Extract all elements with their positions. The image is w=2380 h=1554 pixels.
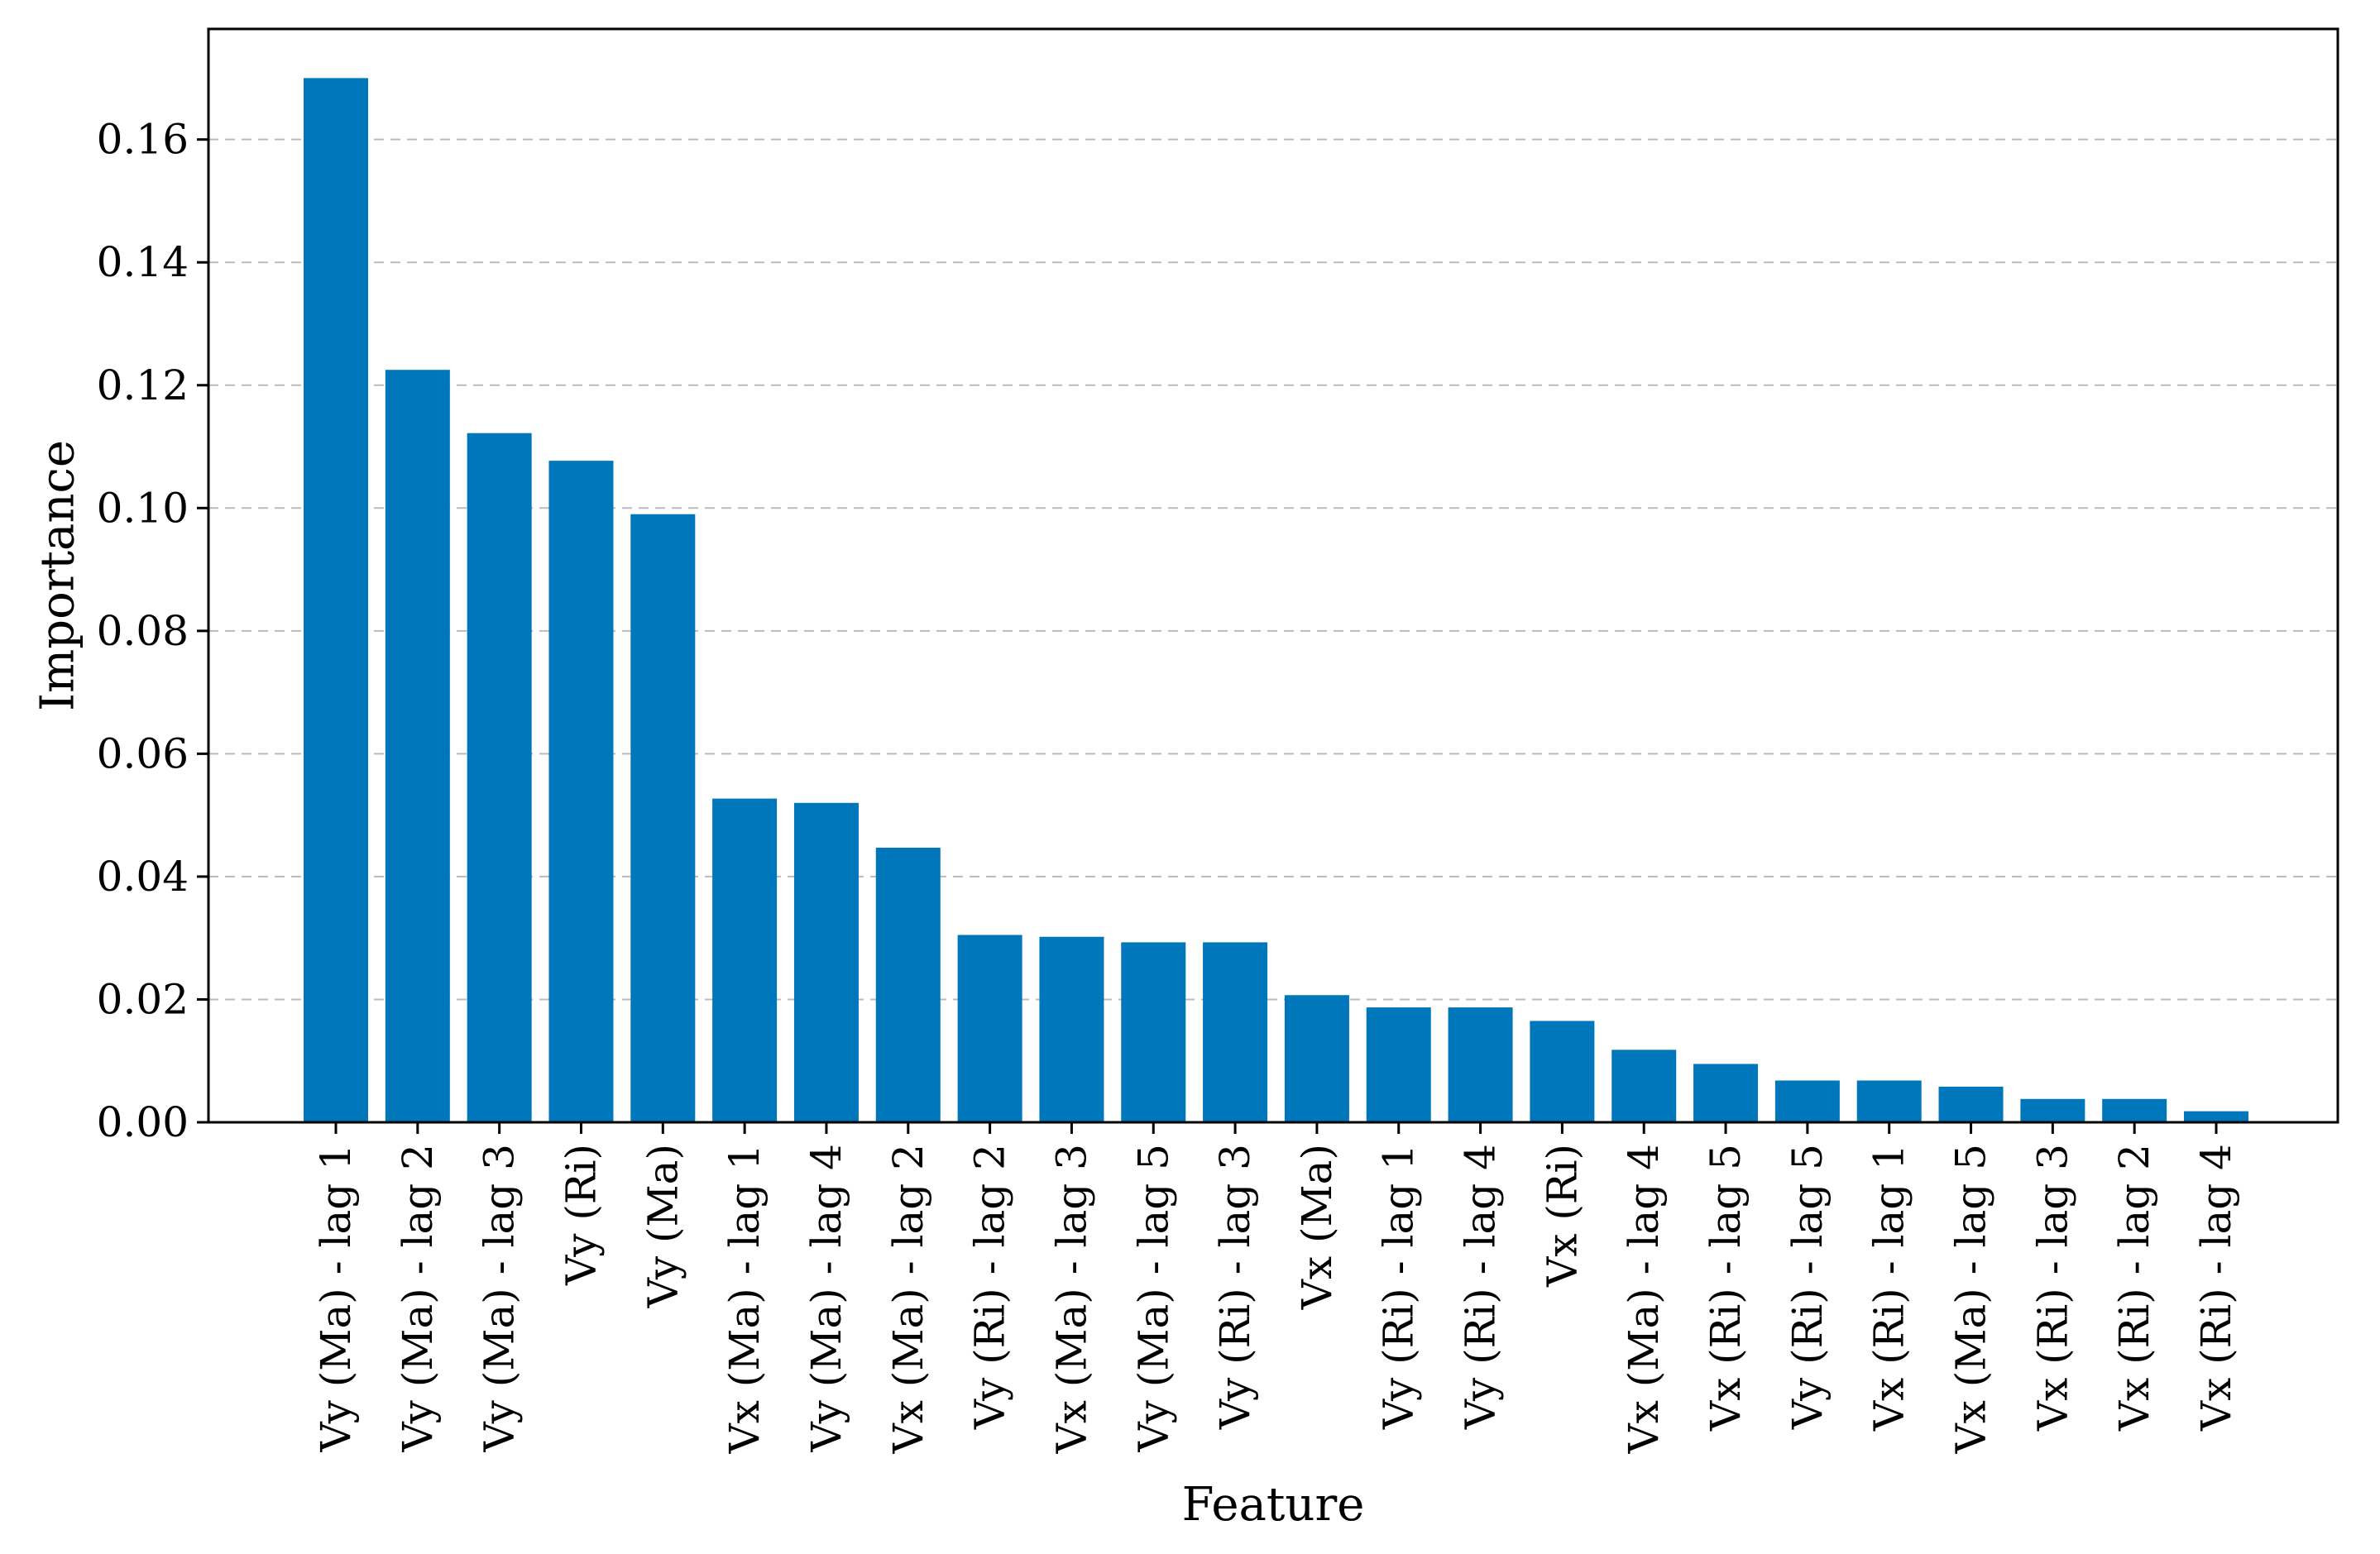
bar	[304, 78, 368, 1122]
bar	[793, 802, 859, 1122]
x-axis-ticks: Vy (Ma) - lag 1 Vy (Ma) - lag 2 Vy (Ma) - …	[312, 1122, 2240, 1454]
bar	[712, 798, 778, 1122]
y-tick-label: 0.12	[97, 361, 189, 409]
x-tick-label: Vy (Ma) - lag 4	[802, 1144, 850, 1452]
bar	[1203, 942, 1268, 1122]
bar	[1774, 1080, 1840, 1122]
bar	[467, 433, 532, 1122]
bar	[875, 848, 941, 1122]
x-tick-label: Vy (Ri)	[557, 1144, 605, 1286]
bar	[1693, 1064, 1759, 1122]
y-tick-label: 0.06	[97, 729, 189, 777]
y-tick-label: 0.02	[97, 975, 189, 1023]
x-tick-label: Vy (Ma) - lag 1	[312, 1144, 360, 1452]
bar	[548, 461, 614, 1122]
x-tick-label: Vx (Ma) - lag 2	[884, 1144, 932, 1454]
x-tick-label: Vy (Ri) - lag 1	[1375, 1144, 1423, 1430]
bar	[630, 514, 696, 1122]
y-tick-label: 0.04	[97, 853, 189, 901]
plot-frame	[207, 27, 2339, 1124]
bars	[304, 78, 2248, 1122]
x-tick-label: Vy (Ri) - lag 5	[1784, 1144, 1832, 1430]
bar	[1530, 1021, 1595, 1122]
y-tick-label: 0.08	[97, 607, 189, 655]
x-tick-label: Vx (Ma) - lag 5	[1947, 1144, 1995, 1454]
x-tick-label: Vx (Ma) - lag 4	[1620, 1144, 1668, 1454]
x-tick-label: Vx (Ri) - lag 5	[1702, 1144, 1750, 1432]
x-tick-label: Vy (Ma)	[639, 1144, 687, 1308]
x-tick-label: Vx (Ri) - lag 1	[1865, 1144, 1913, 1432]
x-axis-title: Feature	[1182, 1478, 1365, 1532]
bar	[1856, 1080, 1922, 1122]
x-tick-label: Vx (Ri) - lag 4	[2192, 1144, 2240, 1432]
bar	[2020, 1098, 2085, 1122]
bar	[1938, 1086, 2004, 1122]
bar	[957, 935, 1022, 1122]
x-tick-label: Vy (Ma) - lag 5	[1129, 1144, 1177, 1452]
bar	[2184, 1111, 2248, 1122]
x-tick-label: Vy (Ri) - lag 2	[966, 1144, 1014, 1430]
bar	[1448, 1007, 1513, 1122]
y-axis-ticks: 0.00 0.02 0.04 0.06 0.08 0.10 0.12 0.14 0.16	[97, 116, 208, 1146]
y-tick-label: 0.14	[97, 238, 189, 286]
x-tick-label: Vy (Ri) - lag 3	[1211, 1144, 1259, 1430]
x-tick-label: Vy (Ri) - lag 4	[1457, 1144, 1505, 1430]
y-axis-title: Importance	[31, 440, 85, 711]
x-tick-label: Vx (Ri) - lag 3	[2028, 1144, 2076, 1432]
x-tick-label: Vx (Ma)	[1293, 1144, 1341, 1310]
bar	[1611, 1050, 1677, 1122]
bar	[2102, 1098, 2167, 1122]
y-tick-label: 0.00	[97, 1098, 189, 1146]
bar	[385, 370, 450, 1122]
bar	[1366, 1007, 1431, 1122]
x-tick-label: Vx (Ri) - lag 2	[2110, 1144, 2158, 1432]
x-tick-label: Vx (Ri)	[1538, 1144, 1586, 1288]
x-tick-label: Vy (Ma) - lag 2	[394, 1144, 442, 1452]
x-tick-label: Vx (Ma) - lag 1	[721, 1144, 769, 1454]
x-tick-label: Vx (Ma) - lag 3	[1047, 1144, 1095, 1454]
bar	[1039, 936, 1104, 1122]
y-tick-label: 0.10	[97, 484, 189, 532]
bar	[1121, 942, 1186, 1122]
y-tick-label: 0.16	[97, 116, 189, 164]
bar	[1284, 995, 1349, 1122]
x-tick-label: Vy (Ma) - lag 3	[476, 1144, 524, 1452]
